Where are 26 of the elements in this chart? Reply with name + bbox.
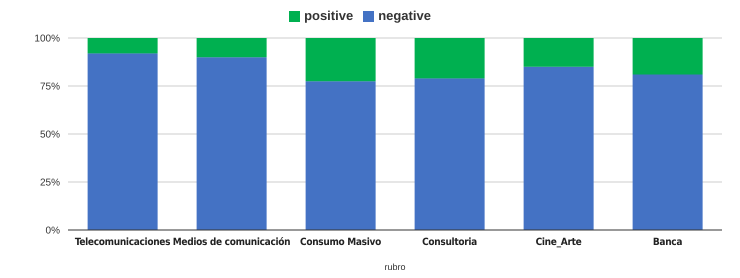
x-axis-title: rubro (384, 262, 406, 272)
x-tick-label: Telecomunicaciones (74, 237, 170, 248)
x-tick-label: Cine_Arte (536, 237, 582, 248)
bar (88, 38, 158, 54)
x-tick-label: Consultoria (422, 237, 478, 248)
bar (632, 38, 703, 74)
bar (306, 38, 376, 82)
bar (632, 74, 703, 230)
legend-label: negative (378, 8, 431, 23)
bar (524, 66, 594, 230)
bar (414, 38, 485, 78)
bar (524, 38, 594, 67)
bar (196, 57, 267, 230)
y-tick-label: 75% (40, 82, 60, 93)
bar (306, 81, 376, 230)
y-tick-label: 25% (40, 178, 60, 189)
y-tick-label: 0% (46, 226, 60, 237)
y-tick-label: 50% (40, 130, 60, 141)
y-tick-label: 100% (34, 34, 60, 45)
x-tick-label: Consumo Masivo (300, 237, 382, 248)
bar (88, 53, 158, 230)
bar (414, 78, 485, 230)
bar (196, 38, 267, 58)
x-tick-label: Banca (652, 237, 682, 248)
legend-label: positive (304, 8, 354, 23)
x-tick-label: Medios de comunicación (172, 237, 290, 248)
